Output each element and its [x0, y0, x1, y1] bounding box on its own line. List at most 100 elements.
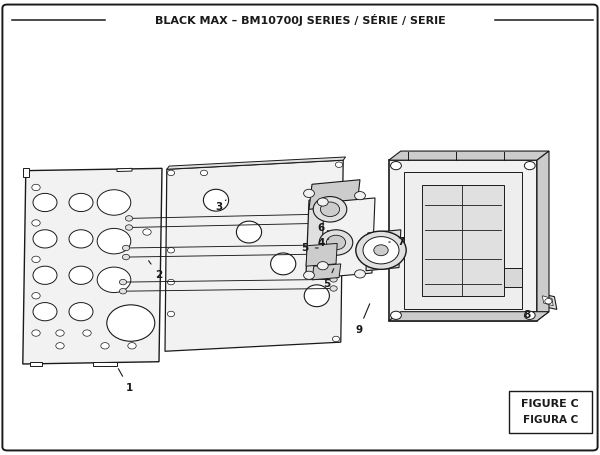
Circle shape [524, 311, 535, 319]
Circle shape [330, 277, 337, 282]
Text: 2: 2 [149, 261, 163, 280]
Circle shape [32, 184, 40, 191]
Polygon shape [542, 296, 553, 306]
Polygon shape [23, 168, 162, 364]
Circle shape [125, 225, 133, 230]
Circle shape [313, 197, 347, 222]
Circle shape [69, 230, 93, 248]
Circle shape [167, 311, 175, 317]
Circle shape [83, 330, 91, 336]
Circle shape [374, 245, 388, 256]
Polygon shape [312, 264, 341, 280]
Circle shape [101, 343, 109, 349]
Polygon shape [321, 198, 375, 278]
Circle shape [32, 256, 40, 263]
Circle shape [97, 228, 131, 254]
Circle shape [128, 343, 136, 349]
Circle shape [332, 336, 340, 342]
Polygon shape [30, 362, 42, 366]
Circle shape [317, 198, 328, 206]
Circle shape [391, 162, 401, 170]
Polygon shape [538, 293, 557, 309]
Ellipse shape [271, 253, 296, 275]
Text: 4: 4 [317, 238, 329, 248]
Circle shape [32, 220, 40, 226]
Polygon shape [389, 312, 549, 321]
Circle shape [330, 286, 337, 291]
Circle shape [355, 192, 365, 200]
Polygon shape [366, 230, 401, 271]
Polygon shape [117, 168, 132, 172]
Polygon shape [504, 268, 522, 287]
Polygon shape [23, 168, 29, 177]
Text: 5: 5 [301, 243, 318, 253]
Circle shape [119, 288, 127, 294]
Circle shape [326, 235, 346, 250]
Circle shape [56, 343, 64, 349]
Circle shape [167, 170, 175, 176]
Circle shape [355, 270, 365, 278]
Ellipse shape [304, 285, 329, 307]
Ellipse shape [236, 221, 262, 243]
Polygon shape [389, 160, 537, 321]
Circle shape [335, 241, 343, 246]
Polygon shape [165, 160, 343, 351]
Circle shape [391, 311, 401, 319]
Circle shape [97, 267, 131, 293]
Circle shape [122, 245, 130, 251]
Circle shape [33, 193, 57, 212]
Circle shape [32, 330, 40, 336]
Text: BLACK MAX – BM10700J SERIES / SÉRIE / SERIE: BLACK MAX – BM10700J SERIES / SÉRIE / SE… [155, 14, 445, 26]
Circle shape [119, 279, 127, 285]
Circle shape [320, 202, 340, 217]
Circle shape [304, 189, 314, 197]
Circle shape [545, 298, 552, 304]
Circle shape [332, 220, 340, 226]
Circle shape [33, 266, 57, 284]
Circle shape [97, 190, 131, 215]
Circle shape [317, 262, 328, 270]
Circle shape [167, 248, 175, 253]
Polygon shape [306, 196, 363, 275]
Text: 3: 3 [215, 200, 226, 212]
Circle shape [304, 271, 314, 279]
Circle shape [32, 293, 40, 299]
Polygon shape [537, 151, 549, 321]
Text: 7: 7 [389, 237, 404, 247]
Circle shape [363, 237, 399, 264]
Circle shape [356, 231, 406, 269]
Circle shape [331, 251, 338, 257]
Text: 6: 6 [317, 223, 329, 233]
Polygon shape [93, 362, 117, 366]
Text: 8: 8 [523, 310, 535, 320]
Circle shape [524, 162, 535, 170]
Text: 5: 5 [323, 269, 334, 289]
Polygon shape [422, 185, 504, 296]
Circle shape [107, 305, 155, 341]
Polygon shape [309, 180, 360, 209]
Circle shape [69, 303, 93, 321]
Polygon shape [306, 243, 337, 266]
Circle shape [125, 216, 133, 221]
Polygon shape [167, 157, 346, 169]
Text: 1: 1 [118, 369, 133, 393]
Text: FIGURE C: FIGURE C [521, 399, 579, 409]
Circle shape [143, 229, 151, 235]
Circle shape [69, 266, 93, 284]
Text: 9: 9 [355, 304, 370, 335]
Circle shape [200, 170, 208, 176]
Polygon shape [404, 172, 522, 309]
Circle shape [122, 254, 130, 260]
Text: FIGURA C: FIGURA C [523, 415, 578, 425]
Circle shape [335, 162, 343, 167]
Ellipse shape [203, 189, 229, 211]
Polygon shape [389, 151, 549, 160]
Circle shape [167, 279, 175, 285]
Circle shape [56, 330, 64, 336]
Circle shape [33, 303, 57, 321]
Circle shape [332, 211, 340, 217]
Circle shape [319, 230, 353, 255]
Circle shape [33, 230, 57, 248]
Circle shape [69, 193, 93, 212]
Circle shape [331, 242, 338, 248]
